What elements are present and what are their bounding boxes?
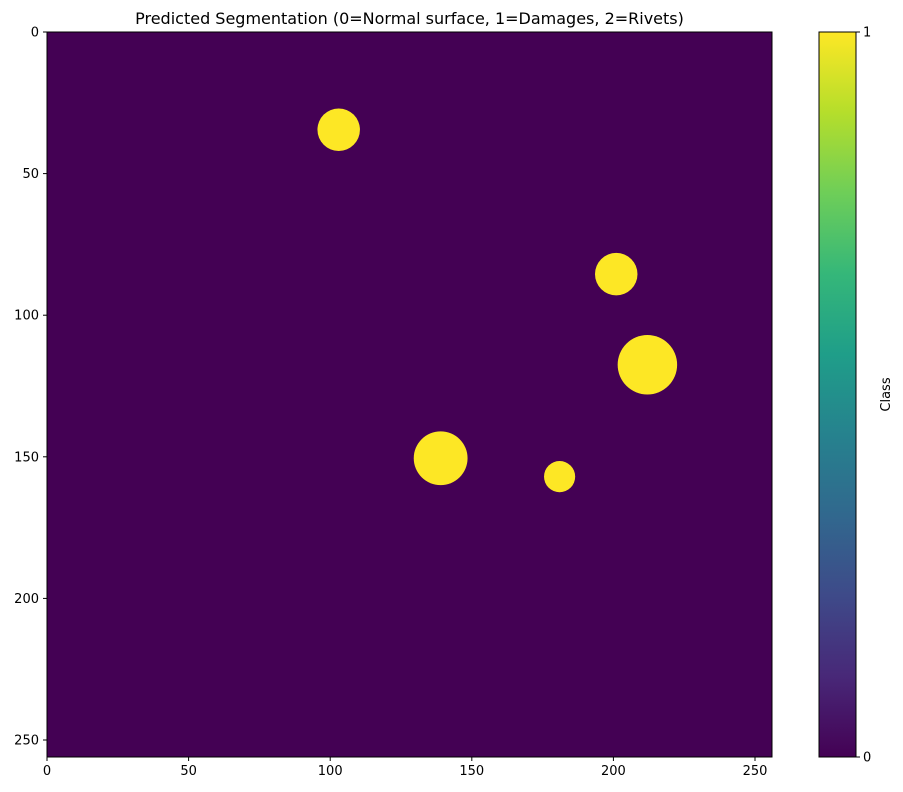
colorbar-label: Class xyxy=(879,377,894,411)
heatmap-background xyxy=(47,32,772,757)
y-tick-label: 200 xyxy=(14,592,39,607)
segment-blob-3 xyxy=(617,335,678,395)
colorbar-tick-label: 0 xyxy=(863,751,871,766)
chart-title: Predicted Segmentation (0=Normal surface… xyxy=(135,9,684,28)
x-tick-label: 50 xyxy=(180,764,197,779)
x-tick-label: 250 xyxy=(743,764,768,779)
y-tick-label: 100 xyxy=(14,309,39,324)
segment-blob-2 xyxy=(594,252,638,296)
heatmap-image xyxy=(47,32,772,757)
axes-frame xyxy=(46,31,773,758)
x-tick-label: 200 xyxy=(601,764,626,779)
colorbar-gradient xyxy=(819,32,856,757)
y-tick-label: 250 xyxy=(14,734,39,749)
x-tick-label: 100 xyxy=(318,764,343,779)
x-tick-label: 150 xyxy=(459,764,484,779)
colorbar-frame xyxy=(818,31,857,758)
segment-blob-4 xyxy=(413,431,468,486)
segment-blob-5 xyxy=(544,461,576,493)
y-axis: 0 50 100 150 200 250 xyxy=(14,26,47,749)
y-tick-label: 50 xyxy=(22,167,39,182)
segment-blob-1 xyxy=(317,108,360,151)
colorbar-tick-label: 1 xyxy=(863,26,871,41)
colorbar: 0 1 Class xyxy=(818,26,894,766)
y-tick-label: 0 xyxy=(31,26,39,41)
x-tick-label: 0 xyxy=(43,764,51,779)
y-tick-label: 150 xyxy=(14,450,39,465)
x-axis: 0 50 100 150 200 250 xyxy=(43,757,768,779)
